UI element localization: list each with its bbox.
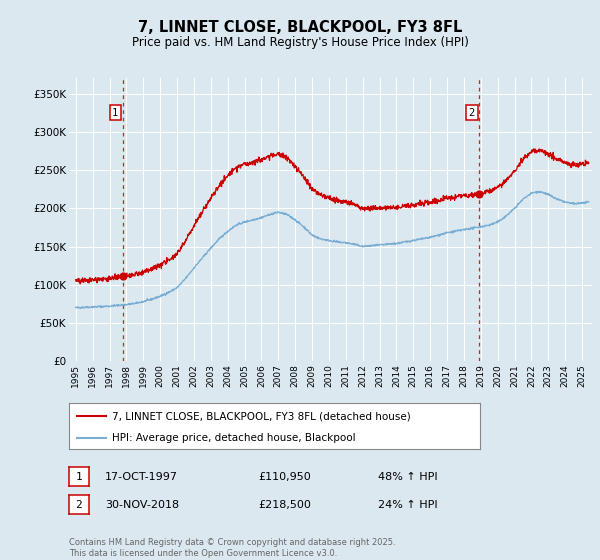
Text: 2: 2 [469, 108, 475, 118]
Text: 2: 2 [76, 500, 82, 510]
Point [475, 190, 484, 199]
Text: 24% ↑ HPI: 24% ↑ HPI [378, 500, 437, 510]
Text: Contains HM Land Registry data © Crown copyright and database right 2025.
This d: Contains HM Land Registry data © Crown c… [69, 538, 395, 558]
Point [118, 272, 128, 281]
Text: 7, LINNET CLOSE, BLACKPOOL, FY3 8FL: 7, LINNET CLOSE, BLACKPOOL, FY3 8FL [138, 20, 462, 35]
Text: 1: 1 [76, 472, 82, 482]
Text: 48% ↑ HPI: 48% ↑ HPI [378, 472, 437, 482]
Text: HPI: Average price, detached house, Blackpool: HPI: Average price, detached house, Blac… [112, 433, 356, 442]
Text: Price paid vs. HM Land Registry's House Price Index (HPI): Price paid vs. HM Land Registry's House … [131, 36, 469, 49]
Text: £218,500: £218,500 [258, 500, 311, 510]
Text: 1: 1 [112, 108, 118, 118]
Text: 17-OCT-1997: 17-OCT-1997 [105, 472, 178, 482]
Text: 7, LINNET CLOSE, BLACKPOOL, FY3 8FL (detached house): 7, LINNET CLOSE, BLACKPOOL, FY3 8FL (det… [112, 411, 411, 421]
Text: £110,950: £110,950 [258, 472, 311, 482]
Text: 30-NOV-2018: 30-NOV-2018 [105, 500, 179, 510]
